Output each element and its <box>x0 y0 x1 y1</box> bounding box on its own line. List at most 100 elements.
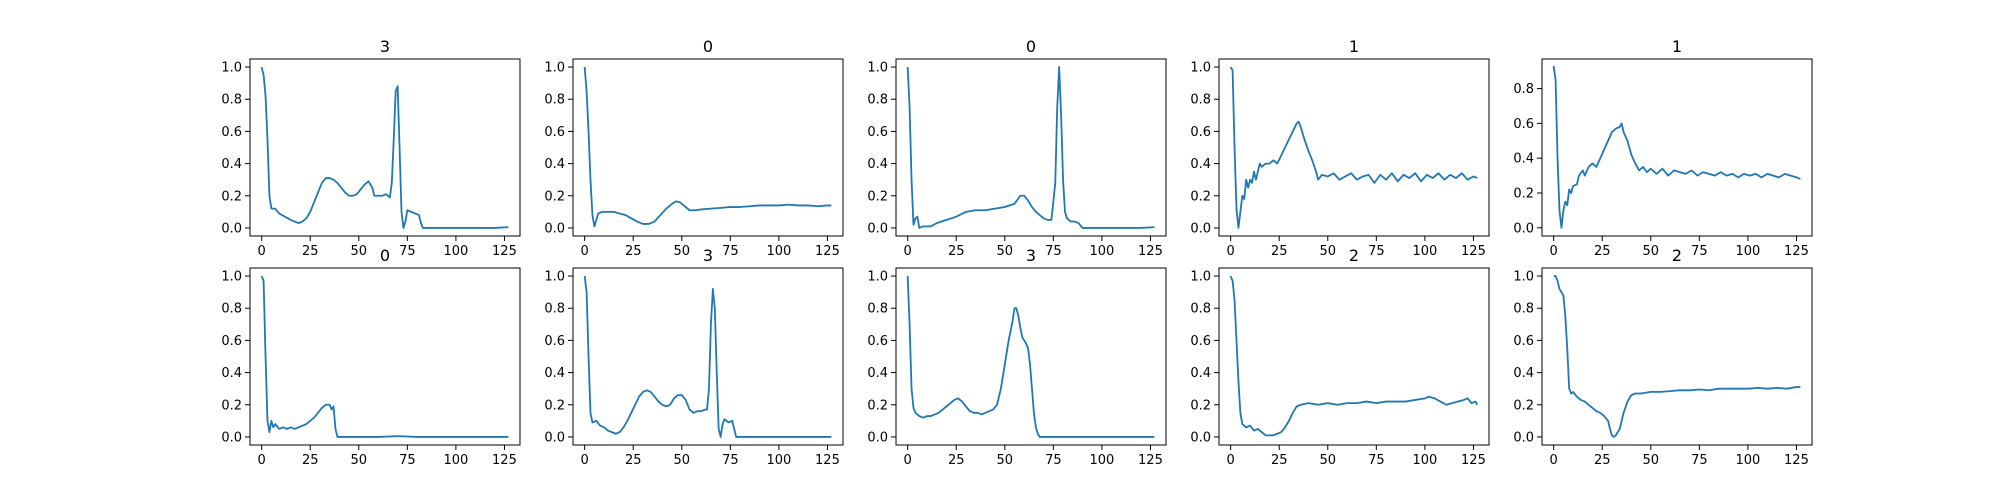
x-tick-label: 75 <box>722 453 739 468</box>
y-tick-label: 0.2 <box>544 189 565 204</box>
y-tick-label: 0.0 <box>867 430 888 445</box>
x-tick-label: 100 <box>443 244 468 259</box>
y-tick-label: 0.0 <box>1513 221 1534 236</box>
y-tick-label: 0.8 <box>1513 82 1534 97</box>
y-tick-label: 0.8 <box>867 302 888 317</box>
subplot-7: 0 25 50 75 100 125 0.0 0.2 0.4 0.6 0.8 1.0 3 <box>544 246 844 468</box>
x-tick-label: 0 <box>1227 244 1235 259</box>
axes-frame <box>249 267 521 446</box>
x-tick-label: 50 <box>1320 244 1337 259</box>
axes-frame <box>1541 58 1813 237</box>
x-tick-label: 25 <box>948 244 965 259</box>
subplot-title: 1 <box>1349 37 1359 56</box>
x-tick-label: 25 <box>625 244 642 259</box>
y-tick-label: 0.0 <box>544 221 565 236</box>
y-tick-label: 1.0 <box>867 61 888 76</box>
y-tick-label: 0.8 <box>867 93 888 108</box>
y-tick-label: 0.0 <box>1190 430 1211 445</box>
series-line-7-1 <box>583 275 832 438</box>
y-tick-label: 0.4 <box>1190 366 1211 381</box>
x-tick-label: 50 <box>1320 453 1337 468</box>
x-tick-label: 25 <box>948 453 965 468</box>
x-tick-label: 125 <box>1784 244 1809 259</box>
x-tick-label: 75 <box>1368 453 1385 468</box>
y-tick-label: 1.0 <box>1513 270 1534 285</box>
y-tick-label: 0.6 <box>1513 334 1534 349</box>
x-tick-label: 25 <box>302 453 319 468</box>
x-tick-label: 50 <box>997 244 1014 259</box>
x-tick-label: 25 <box>1594 244 1611 259</box>
x-tick-label: 75 <box>1691 244 1708 259</box>
x-tick-label: 50 <box>351 244 368 259</box>
axes-frame <box>1218 267 1490 446</box>
y-tick-label: 0.2 <box>867 189 888 204</box>
y-tick-label: 1.0 <box>544 61 565 76</box>
subplot-2: 0 25 50 75 100 125 0.0 0.2 0.4 0.6 0.8 1.0 0 <box>544 37 844 259</box>
y-tick-label: 1.0 <box>221 270 242 285</box>
y-tick-label: 0.2 <box>221 398 242 413</box>
y-tick-label: 0.0 <box>221 221 242 236</box>
y-tick-label: 0.4 <box>544 366 565 381</box>
subplot-title: 0 <box>703 37 713 56</box>
y-tick-label: 0.4 <box>221 157 242 172</box>
axes-frame <box>572 58 844 237</box>
x-tick-label: 50 <box>351 453 368 468</box>
x-tick-label: 75 <box>1691 453 1708 468</box>
x-tick-label: 50 <box>674 453 691 468</box>
y-tick-label: 0.6 <box>1190 125 1211 140</box>
y-tick-label: 0.2 <box>1513 398 1534 413</box>
x-tick-label: 100 <box>1089 244 1114 259</box>
x-tick-label: 125 <box>1784 453 1809 468</box>
y-tick-label: 0.4 <box>1513 366 1534 381</box>
x-tick-label: 50 <box>997 453 1014 468</box>
series-line-4-1 <box>1229 66 1478 229</box>
x-tick-label: 0 <box>258 244 266 259</box>
x-tick-label: 100 <box>766 244 791 259</box>
x-tick-label: 0 <box>1550 244 1558 259</box>
subplot-title: 1 <box>1672 37 1682 56</box>
y-tick-label: 0.2 <box>1190 189 1211 204</box>
subplot-3: 0 25 50 75 100 125 0.0 0.2 0.4 0.6 0.8 1.0 0 <box>867 37 1167 259</box>
y-tick-label: 0.8 <box>1190 302 1211 317</box>
series-line-1-1 <box>260 66 509 229</box>
x-tick-label: 25 <box>1594 453 1611 468</box>
x-tick-label: 125 <box>815 453 840 468</box>
x-tick-label: 100 <box>1412 244 1437 259</box>
axes-frame <box>572 267 844 446</box>
subplot-title: 0 <box>380 246 390 265</box>
y-tick-label: 0.8 <box>544 93 565 108</box>
subplot-9: 0 25 50 75 100 125 0.0 0.2 0.4 0.6 0.8 1.0 2 <box>1190 246 1490 468</box>
y-tick-label: 0.6 <box>867 125 888 140</box>
series-line-5-1 <box>1552 65 1801 229</box>
y-tick-label: 0.6 <box>1190 334 1211 349</box>
series-line-8-1 <box>906 276 1155 438</box>
series-line-3-1 <box>906 66 1155 229</box>
y-tick-label: 0.6 <box>544 125 565 140</box>
x-tick-label: 75 <box>1045 244 1062 259</box>
subplot-8: 0 25 50 75 100 125 0.0 0.2 0.4 0.6 0.8 1.0 3 <box>867 246 1167 468</box>
axes-frame <box>895 267 1167 446</box>
x-tick-label: 0 <box>1550 453 1558 468</box>
subplot-5: 0 25 50 75 100 125 0.0 0.2 0.4 0.6 0.8 1 <box>1513 37 1813 259</box>
y-tick-label: 0.0 <box>867 221 888 236</box>
x-tick-label: 0 <box>258 453 266 468</box>
y-tick-label: 0.4 <box>544 157 565 172</box>
axes-frame <box>1541 267 1813 446</box>
subplot-10: 0 25 50 75 100 125 0.0 0.2 0.4 0.6 0.8 1.0 2 <box>1513 246 1813 468</box>
series-line-9-1 <box>1229 275 1479 437</box>
y-tick-label: 0.4 <box>867 366 888 381</box>
series-line-2-1 <box>583 66 832 228</box>
x-tick-label: 75 <box>1368 244 1385 259</box>
x-tick-label: 0 <box>904 453 912 468</box>
y-tick-label: 0.0 <box>1513 430 1534 445</box>
subplot-title: 3 <box>703 246 713 265</box>
y-tick-label: 0.8 <box>221 93 242 108</box>
x-tick-label: 125 <box>1138 453 1163 468</box>
x-tick-label: 75 <box>722 244 739 259</box>
axes-frame <box>895 58 1167 237</box>
x-tick-label: 125 <box>1138 244 1163 259</box>
subplot-4: 0 25 50 75 100 125 0.0 0.2 0.4 0.6 0.8 1.0 1 <box>1190 37 1490 259</box>
y-tick-label: 0.0 <box>544 430 565 445</box>
y-tick-label: 0.6 <box>544 334 565 349</box>
x-tick-label: 125 <box>1461 453 1486 468</box>
